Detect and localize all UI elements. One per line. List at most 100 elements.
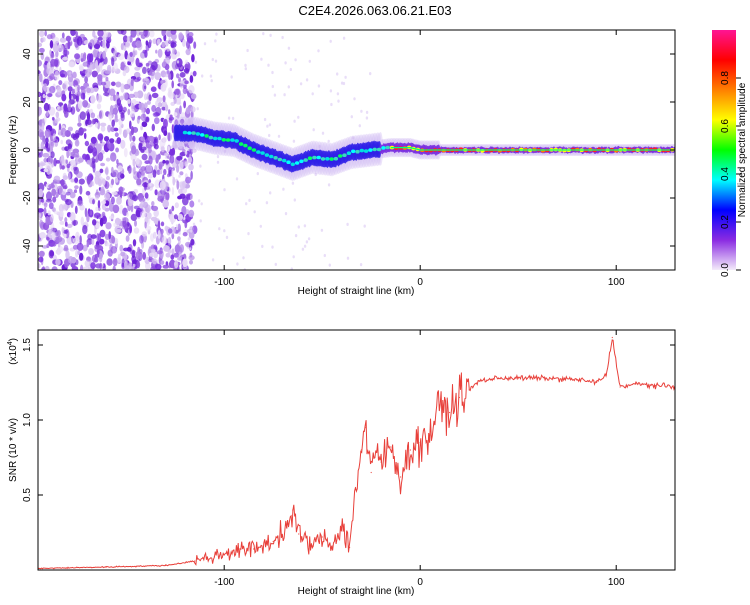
noise-point [56,247,61,256]
noise-point [346,222,349,226]
noise-point [178,252,183,261]
noise-point [287,46,291,50]
noise-point [83,40,89,45]
noise-point [115,95,119,100]
noise-point [64,109,69,118]
ridge-peak [182,130,188,135]
noise-point [38,129,44,138]
noise-point [55,235,63,243]
noise-point [129,190,137,200]
noise-point [71,266,79,270]
noise-point [156,97,163,103]
noise-point [76,242,84,251]
noise-point [69,191,76,199]
noise-point [63,80,69,85]
snr-data-point [380,461,382,463]
noise-point [189,116,195,121]
noise-point [292,139,296,143]
noise-point [51,188,57,197]
noise-point [164,152,169,157]
noise-point [188,163,194,171]
noise-point [97,36,103,41]
noise-point [83,221,89,226]
noise-point [145,204,151,213]
snr-data-point [635,383,637,385]
noise-point [61,165,65,170]
noise-point [369,72,372,76]
noise-point [176,73,180,79]
noise-point [182,232,188,237]
noise-point [287,85,290,89]
noise-point [299,82,303,86]
noise-point [190,229,193,233]
noise-point [148,70,156,77]
noise-point [307,237,311,241]
noise-point [53,210,60,215]
ridge-peak [381,146,386,150]
snr-data-point [233,549,235,552]
noise-point [145,62,150,67]
noise-point [92,30,96,38]
noise-point [91,70,99,78]
ridge-peak [264,153,270,157]
noise-point [336,72,339,76]
noise-point [41,122,45,131]
noise-point [146,100,151,105]
snr-x-tick-label: 0 [417,577,423,588]
noise-point [189,260,193,265]
noise-point [120,251,126,257]
noise-point [88,248,94,255]
noise-point [67,102,71,112]
noise-point [62,56,69,61]
noise-point [96,94,102,103]
noise-point [85,190,91,196]
noise-point [190,170,193,180]
snr-data-point [478,380,480,382]
noise-point [66,223,73,228]
noise-point [134,220,137,227]
noise-point [117,30,124,35]
noise-point [121,258,125,268]
noise-point [58,80,63,86]
noise-point [311,92,314,96]
colorbar-tick-label: 0.2 [720,215,731,229]
noise-point [62,204,69,210]
noise-point [105,76,109,82]
snr-data-point [439,404,441,406]
noise-point [94,226,97,235]
noise-point [242,256,245,260]
noise-point [157,220,161,229]
snr-y-axis-label: SNR (10 * v/v) [8,418,19,482]
noise-point [109,215,114,220]
noise-point [152,231,157,239]
noise-point [53,175,61,182]
noise-point [99,255,103,263]
noise-point [38,213,41,219]
noise-point [160,228,164,235]
noise-point [162,95,166,103]
noise-point [284,212,288,216]
noise-point [100,125,106,132]
noise-point [92,49,98,58]
noise-point [184,150,188,155]
noise-point [86,119,92,125]
noise-point [39,73,43,83]
noise-point [65,250,70,260]
noise-point [138,31,145,36]
noise-point [139,211,147,218]
ridge-peak [359,148,364,153]
noise-point [152,169,157,178]
noise-point [77,84,80,93]
snr-data-point [321,536,323,538]
noise-point [363,224,366,228]
snr-x-axis-label: Height of straight line (km) [298,586,415,597]
noise-point [138,102,145,111]
snr-data-point [298,533,300,535]
noise-point [50,214,54,223]
noise-point [93,43,101,50]
noise-point [156,169,161,175]
snr-data-point [376,449,378,451]
ridge-peak [269,154,274,159]
noise-point [171,33,177,41]
